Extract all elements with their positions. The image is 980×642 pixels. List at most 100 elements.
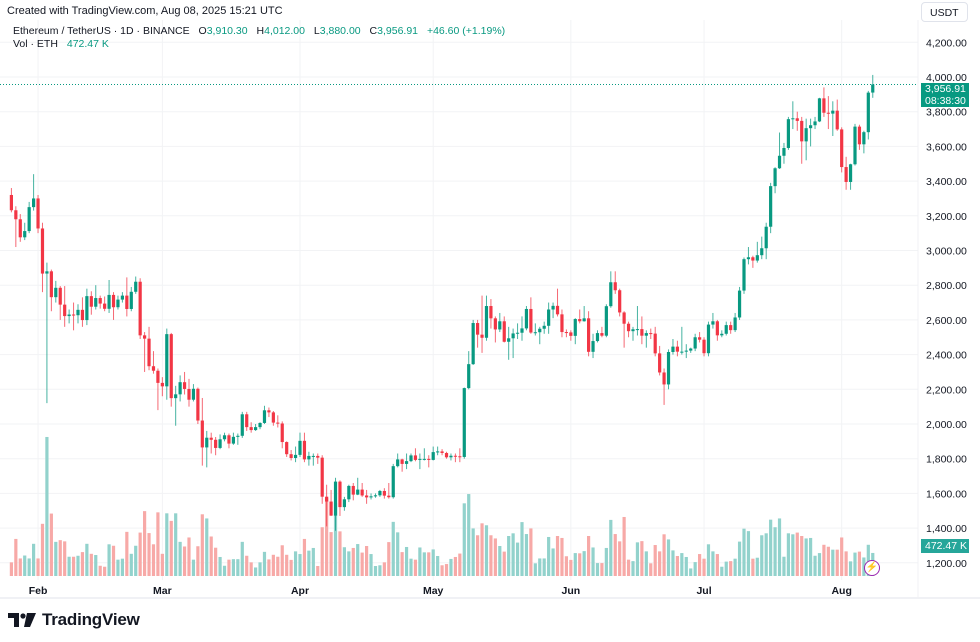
candle-body (613, 282, 617, 291)
candle-body (462, 388, 466, 457)
volume-bar (76, 555, 80, 576)
logo-text: TradingView (42, 610, 140, 629)
volume-bar (276, 556, 280, 576)
volume-bar (653, 545, 657, 576)
price-tick-label: 2,600.00 (926, 315, 967, 327)
candle-body (538, 328, 542, 333)
volume-bar (54, 541, 58, 576)
volume-bar (760, 535, 764, 576)
price-tick-label: 2,800.00 (926, 280, 967, 292)
candle-body (564, 332, 568, 334)
volume-bar (338, 531, 342, 576)
volume-bar (227, 559, 231, 576)
candle-body (493, 318, 497, 330)
candle-body (94, 298, 98, 307)
symbol-title[interactable]: Ethereum / TetherUS · 1D · BINANCE (13, 25, 190, 37)
candle-body (600, 333, 604, 336)
volume-label[interactable]: Vol · ETH (13, 38, 58, 50)
candle-body (316, 455, 320, 458)
candle-body (555, 305, 560, 315)
candle-body (307, 455, 311, 460)
candle-body (98, 298, 102, 304)
chart-pane[interactable]: 1,200.00 1,400.00 1,600.00 1,800.00 2,000.00… (0, 0, 980, 600)
price-tick-label: 4,000.00 (926, 72, 967, 84)
volume-bar (467, 494, 471, 576)
candle-body (80, 309, 85, 321)
volume-bar (520, 522, 524, 576)
candle-body (795, 118, 799, 121)
price-tick-label: 3,400.00 (926, 176, 967, 188)
price-tick-label: 1,400.00 (926, 523, 967, 535)
candle-body (809, 125, 813, 129)
volume-bar (302, 538, 307, 576)
volume-bar (848, 561, 853, 576)
candle-body (143, 335, 147, 339)
volume-bar (680, 553, 684, 576)
candle-body (529, 308, 533, 333)
currency-button[interactable]: USDT (921, 2, 968, 22)
low-value: 3,880.00 (319, 25, 361, 37)
volume-bar (649, 563, 653, 576)
candle-body (524, 308, 529, 329)
candle-body (418, 458, 422, 460)
candle-body (871, 84, 875, 93)
volume-bar (706, 544, 711, 576)
time-tick-label: Jul (696, 585, 711, 597)
candle-body (595, 333, 600, 342)
candle-body (782, 147, 786, 156)
volume-bar (342, 547, 346, 576)
candle-body (666, 351, 671, 385)
volume-bar (187, 537, 191, 576)
volume-bar (440, 565, 444, 576)
volume-bar (14, 538, 18, 576)
candle-body (658, 353, 662, 373)
volume-bar (400, 552, 404, 576)
volume-bar (267, 559, 271, 576)
candle-body (302, 440, 307, 460)
candle-body (582, 318, 586, 322)
volume-bar (9, 562, 13, 576)
high-value: 4,012.00 (264, 25, 305, 37)
candle-body (267, 410, 271, 413)
volume-bar (169, 520, 173, 576)
volume-bar (444, 564, 449, 576)
volume-bar (271, 554, 275, 576)
candle-body (58, 287, 62, 305)
volume-bar (422, 552, 426, 576)
price-tick-label: 3,800.00 (926, 107, 967, 119)
volume-bar (809, 537, 813, 576)
candle-body (378, 490, 382, 496)
candle-body (125, 295, 129, 309)
tradingview-logo-icon (8, 613, 36, 627)
candle-body (649, 333, 653, 335)
volume-bar (365, 546, 369, 576)
volume-bar (751, 558, 755, 576)
candle-body (178, 382, 182, 395)
volume-bar (462, 503, 466, 576)
candle-body (396, 459, 400, 467)
candle-body (769, 186, 773, 227)
volume-bar (831, 549, 835, 576)
candle-body (338, 481, 342, 508)
volume-bar (631, 561, 635, 576)
last-price-value: 3,956.91 (925, 83, 966, 95)
volume-bar (489, 535, 493, 576)
volume-bar (600, 563, 604, 576)
candle-body (542, 325, 546, 329)
volume-bar (138, 532, 142, 576)
lightning-icon[interactable]: ⚡ (864, 560, 880, 576)
candle-body (777, 155, 782, 169)
candle-body (671, 346, 675, 352)
candle-body (245, 414, 249, 428)
candle-body (444, 452, 449, 458)
candle-body (227, 435, 231, 444)
volume-bar (782, 556, 786, 576)
volume-bar (493, 538, 497, 576)
time-axis: Feb Mar Apr May Jun Jul Aug (29, 585, 852, 597)
volume-bar (844, 551, 848, 576)
candle-body (609, 282, 613, 307)
volume-bar (196, 546, 200, 576)
volume-bar (58, 540, 62, 576)
candle-body (635, 329, 640, 331)
candle-body (729, 325, 733, 331)
